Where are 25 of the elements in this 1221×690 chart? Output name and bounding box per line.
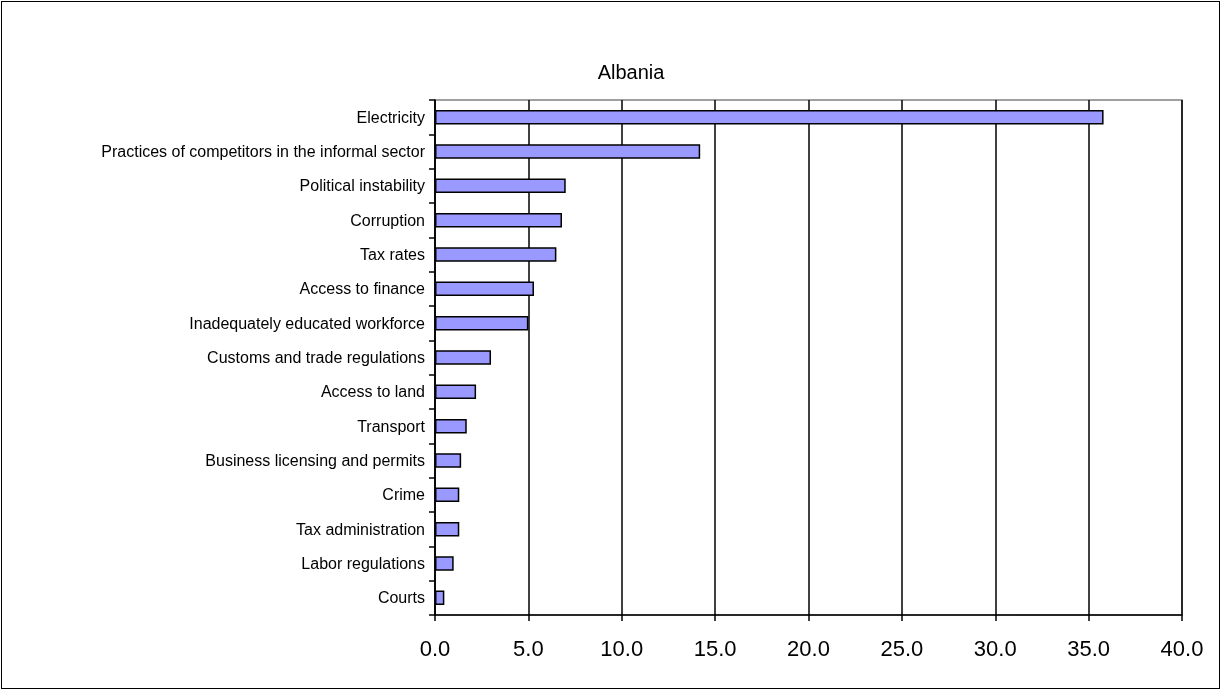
y-tick-label: Crime: [382, 486, 426, 504]
y-tick-label: Access to land: [320, 383, 425, 401]
y-tick-label: Tax administration: [296, 520, 425, 538]
x-tick-label: 0.0: [419, 635, 451, 661]
y-tick-label: Courts: [377, 589, 425, 607]
y-tick-label: Corruption: [350, 211, 425, 229]
x-tick-label: 10.0: [600, 635, 644, 661]
x-tick-label: 30.0: [973, 635, 1017, 661]
y-tick-label: Electricity: [356, 108, 425, 126]
y-tick-label: Tax rates: [360, 246, 425, 263]
y-tick-label: Inadequately educated workforce: [189, 314, 426, 332]
x-tick-label: 25.0: [880, 635, 924, 661]
y-tick-label: Business licensing and permits: [205, 452, 425, 469]
y-tick-label: Labor regulations: [301, 555, 425, 572]
y-tick-label: Customs and trade regulations: [207, 349, 425, 366]
y-tick-label: Access to finance: [299, 280, 426, 298]
y-tick-label: Transport: [357, 417, 426, 435]
chart-title: Albania: [597, 61, 666, 83]
x-tick-label: 20.0: [787, 635, 830, 661]
x-tick-label: 35.0: [1067, 635, 1111, 661]
x-tick-label: 40.0: [1160, 635, 1204, 661]
x-tick-label: 5.0: [513, 635, 544, 661]
y-tick-label: Practices of competitors in the informal sector: [101, 143, 426, 160]
x-tick-label: 15.0: [693, 635, 737, 661]
y-tick-label: Political instability: [299, 177, 425, 195]
